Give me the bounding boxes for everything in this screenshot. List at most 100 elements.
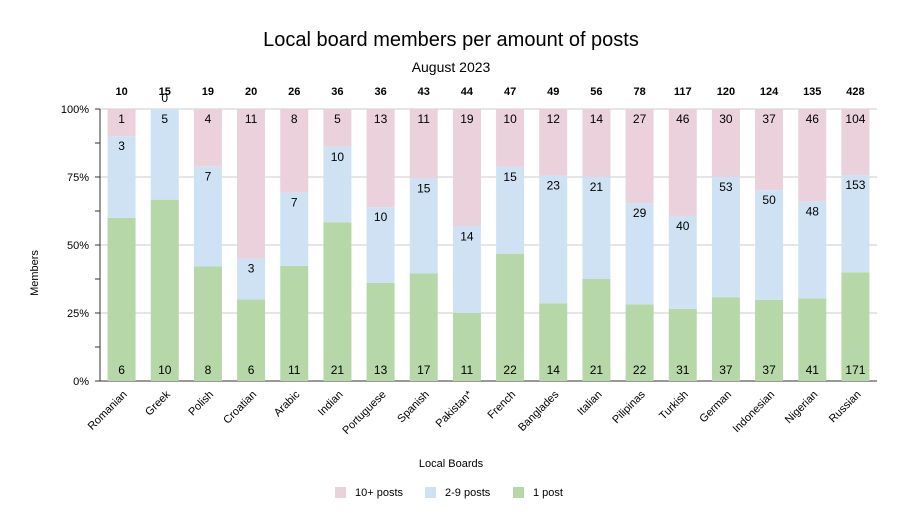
bar-segment <box>193 166 222 267</box>
data-label: 15 <box>417 182 431 196</box>
data-label: 11 <box>245 112 258 126</box>
legend-label: 2-9 posts <box>445 487 491 499</box>
bar-segment <box>539 175 568 304</box>
bar-segment <box>280 265 309 381</box>
data-label: 19 <box>460 112 474 126</box>
bar-segment <box>452 109 481 227</box>
bar-segment <box>711 109 740 177</box>
bar-segment <box>711 297 740 381</box>
bar-segment <box>711 177 740 298</box>
bar-segment <box>496 109 525 167</box>
data-label: 53 <box>719 180 733 194</box>
total-label: 49 <box>547 86 559 98</box>
chart-title: Local board members per amount of posts <box>263 29 639 51</box>
data-label: 21 <box>331 363 345 377</box>
bar-segment <box>625 304 654 381</box>
total-label: 56 <box>590 86 602 98</box>
bar-segment <box>107 109 136 137</box>
legend-swatch <box>335 487 346 498</box>
bar-segment <box>625 109 654 204</box>
bar-segment <box>452 313 481 381</box>
data-label: 7 <box>291 196 298 210</box>
data-label: 21 <box>590 363 604 377</box>
bar-segment <box>323 109 352 147</box>
x-tick-label: Nigerian <box>783 389 820 426</box>
x-tick-label: Romanian <box>86 389 130 433</box>
legend-label: 10+ posts <box>355 487 404 499</box>
bar-segment <box>323 222 352 381</box>
bar-segment <box>237 109 266 259</box>
total-label: 78 <box>633 86 645 98</box>
bar-segment <box>798 201 827 299</box>
x-tick-label: Portuguese <box>340 389 388 437</box>
total-label: 120 <box>717 86 735 98</box>
x-tick-label: Polish <box>186 389 216 419</box>
data-label: 8 <box>205 363 212 377</box>
bar-segment <box>755 190 784 300</box>
bar-segment <box>150 109 179 200</box>
bar-segment <box>107 217 136 381</box>
bar-segment <box>841 175 870 273</box>
data-label: 14 <box>590 112 604 126</box>
bar-segment <box>798 109 827 202</box>
data-label: 50 <box>762 193 776 207</box>
data-label: 27 <box>633 112 647 126</box>
bar-segment <box>841 109 870 176</box>
data-label: 37 <box>762 112 776 126</box>
data-label: 31 <box>676 363 690 377</box>
bar-segment <box>193 266 222 381</box>
data-label: 10 <box>503 112 517 126</box>
bar-segment <box>193 109 222 167</box>
total-label: 135 <box>803 86 821 98</box>
x-tick-label: Greek <box>143 388 173 418</box>
bar-segment <box>237 299 266 381</box>
bar-segment <box>755 109 784 191</box>
bar-segment <box>150 199 179 381</box>
total-label: 428 <box>846 86 864 98</box>
x-tick-label: Pakistan* <box>434 388 476 430</box>
y-tick-label: 75% <box>67 172 89 184</box>
total-label: 47 <box>504 86 516 98</box>
bar-segment <box>798 298 827 381</box>
data-label: 41 <box>806 363 820 377</box>
bar-segment <box>366 207 395 283</box>
total-label: 19 <box>202 86 214 98</box>
total-label: 36 <box>374 86 386 98</box>
bar-segment <box>409 109 438 179</box>
y-tick-label: 100% <box>61 104 89 116</box>
x-tick-label: Russian <box>827 389 864 426</box>
chart-subtitle: August 2023 <box>412 59 491 75</box>
data-label: 5 <box>334 112 341 126</box>
data-label: 104 <box>845 112 865 126</box>
data-label: 10 <box>158 363 172 377</box>
bar-segment <box>496 166 525 254</box>
data-label: 30 <box>719 112 733 126</box>
bar-segment <box>409 273 438 381</box>
bar-segment <box>366 109 395 208</box>
data-label: 11 <box>418 112 431 126</box>
data-label: 48 <box>806 205 820 219</box>
data-label: 37 <box>762 363 776 377</box>
data-label: 11 <box>461 363 474 377</box>
data-label: 153 <box>845 178 865 192</box>
data-label: 15 <box>503 170 517 184</box>
bar-segment <box>668 109 697 216</box>
total-label: 44 <box>461 86 474 98</box>
data-label: 22 <box>633 363 647 377</box>
data-label: 3 <box>118 139 125 153</box>
bar-segment <box>280 109 309 193</box>
data-label: 11 <box>288 363 301 377</box>
x-axis-title: Local Boards <box>419 458 484 470</box>
data-label: 4 <box>205 112 212 126</box>
data-label: 13 <box>374 112 388 126</box>
bar-segment <box>409 178 438 274</box>
x-tick-label: French <box>486 389 519 422</box>
data-label: 13 <box>374 363 388 377</box>
legend-swatch <box>513 487 524 498</box>
x-tick-label: Spanish <box>395 389 432 426</box>
bar-segment <box>582 177 611 279</box>
data-label: 3 <box>248 262 255 276</box>
data-label: 7 <box>205 169 212 183</box>
x-tick-label: Indian <box>316 389 346 419</box>
